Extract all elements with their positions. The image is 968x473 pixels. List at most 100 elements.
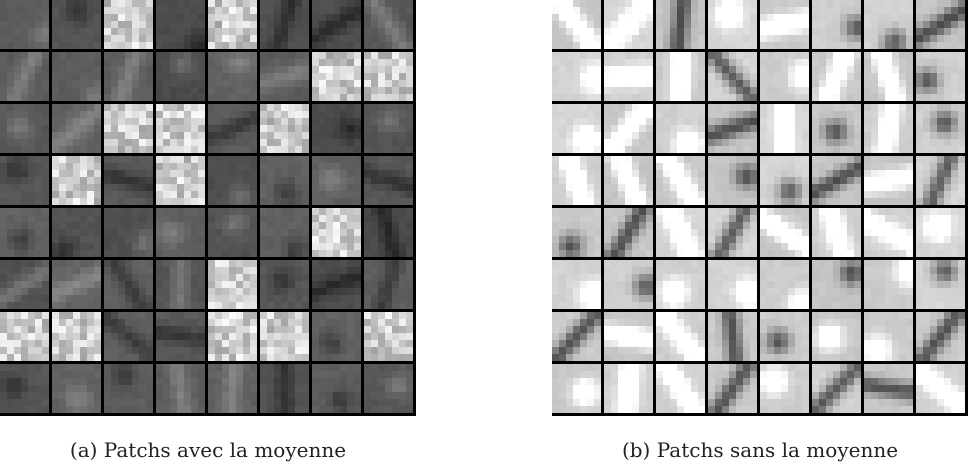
patch-a-r6-c2: [104, 312, 153, 361]
patch-b-r4-c1: [604, 208, 653, 257]
patch-b-r3-c0: [552, 156, 601, 205]
patch-a-r3-c4: [208, 156, 257, 205]
patch-b-r5-c3: [708, 260, 757, 309]
patch-a-r3-c2: [104, 156, 153, 205]
patch-b-r1-c5: [812, 52, 861, 101]
patch-a-r4-c3: [156, 208, 205, 257]
patch-a-r6-c5: [260, 312, 309, 361]
patch-a-r2-c2: [104, 104, 153, 153]
patch-b-r7-c0: [552, 364, 601, 413]
patch-a-r6-c3: [156, 312, 205, 361]
patch-a-r0-c1: [52, 0, 101, 49]
patch-a-r7-c3: [156, 364, 205, 413]
patch-b-r3-c5: [812, 156, 861, 205]
patch-a-r6-c4: [208, 312, 257, 361]
patch-b-r4-c2: [656, 208, 705, 257]
caption-b: (b) Patchs sans la moyenne: [621, 438, 899, 462]
patch-b-r0-c2: [656, 0, 705, 49]
patch-b-r5-c2: [656, 260, 705, 309]
patch-b-r0-c7: [916, 0, 965, 49]
patch-a-r6-c0: [0, 312, 49, 361]
patch-b-r5-c0: [552, 260, 601, 309]
patch-b-r3-c6: [864, 156, 913, 205]
patch-b-r6-c1: [604, 312, 653, 361]
patch-a-r3-c5: [260, 156, 309, 205]
patch-a-r2-c4: [208, 104, 257, 153]
patch-b-r5-c6: [864, 260, 913, 309]
patch-a-r5-c0: [0, 260, 49, 309]
patch-b-r5-c4: [760, 260, 809, 309]
patch-a-r1-c0: [0, 52, 49, 101]
patch-a-r0-c0: [0, 0, 49, 49]
patch-b-r4-c0: [552, 208, 601, 257]
patch-b-r6-c7: [916, 312, 965, 361]
patch-grid-with-mean: [0, 0, 416, 416]
patch-b-r3-c4: [760, 156, 809, 205]
patch-a-r7-c6: [312, 364, 361, 413]
patch-b-r3-c3: [708, 156, 757, 205]
patch-b-r2-c0: [552, 104, 601, 153]
patch-a-r2-c6: [312, 104, 361, 153]
patch-a-r0-c4: [208, 0, 257, 49]
patch-a-r6-c7: [364, 312, 413, 361]
patch-b-r1-c6: [864, 52, 913, 101]
patch-a-r7-c7: [364, 364, 413, 413]
patch-b-r4-c4: [760, 208, 809, 257]
patch-a-r2-c5: [260, 104, 309, 153]
patch-a-r1-c1: [52, 52, 101, 101]
patch-grid-without-mean: [552, 0, 968, 416]
patch-b-r3-c1: [604, 156, 653, 205]
panel-b: (b) Patchs sans la moyenne: [552, 0, 968, 462]
patch-a-r3-c6: [312, 156, 361, 205]
patch-b-r6-c6: [864, 312, 913, 361]
patch-a-r1-c4: [208, 52, 257, 101]
patch-a-r3-c1: [52, 156, 101, 205]
patch-a-r6-c6: [312, 312, 361, 361]
patch-a-r3-c3: [156, 156, 205, 205]
patch-b-r1-c2: [656, 52, 705, 101]
patch-a-r4-c5: [260, 208, 309, 257]
patch-a-r4-c7: [364, 208, 413, 257]
patch-b-r7-c1: [604, 364, 653, 413]
patch-b-r1-c4: [760, 52, 809, 101]
patch-a-r1-c6: [312, 52, 361, 101]
patch-b-r0-c4: [760, 0, 809, 49]
patch-b-r7-c6: [864, 364, 913, 413]
patch-b-r2-c2: [656, 104, 705, 153]
patch-a-r0-c6: [312, 0, 361, 49]
patch-b-r6-c3: [708, 312, 757, 361]
patch-b-r0-c3: [708, 0, 757, 49]
patch-a-r2-c0: [0, 104, 49, 153]
patch-a-r7-c4: [208, 364, 257, 413]
patch-a-r0-c3: [156, 0, 205, 49]
patch-b-r3-c7: [916, 156, 965, 205]
patch-a-r1-c3: [156, 52, 205, 101]
patch-a-r4-c0: [0, 208, 49, 257]
patch-a-r0-c7: [364, 0, 413, 49]
patch-b-r2-c7: [916, 104, 965, 153]
caption-a: (a) Patchs avec la moyenne: [69, 438, 347, 462]
patch-b-r5-c1: [604, 260, 653, 309]
patch-a-r4-c2: [104, 208, 153, 257]
patch-a-r5-c5: [260, 260, 309, 309]
patch-b-r7-c3: [708, 364, 757, 413]
patch-a-r4-c6: [312, 208, 361, 257]
patch-b-r3-c2: [656, 156, 705, 205]
patch-b-r6-c2: [656, 312, 705, 361]
patch-a-r0-c5: [260, 0, 309, 49]
patch-b-r0-c0: [552, 0, 601, 49]
patch-b-r7-c4: [760, 364, 809, 413]
patch-a-r6-c1: [52, 312, 101, 361]
patch-a-r7-c1: [52, 364, 101, 413]
patch-b-r7-c7: [916, 364, 965, 413]
patch-b-r4-c7: [916, 208, 965, 257]
patch-b-r7-c5: [812, 364, 861, 413]
patch-b-r0-c5: [812, 0, 861, 49]
patch-b-r6-c5: [812, 312, 861, 361]
patch-b-r6-c0: [552, 312, 601, 361]
patch-a-r2-c7: [364, 104, 413, 153]
patch-b-r6-c4: [760, 312, 809, 361]
patch-a-r5-c1: [52, 260, 101, 309]
patch-a-r0-c2: [104, 0, 153, 49]
patch-a-r7-c2: [104, 364, 153, 413]
